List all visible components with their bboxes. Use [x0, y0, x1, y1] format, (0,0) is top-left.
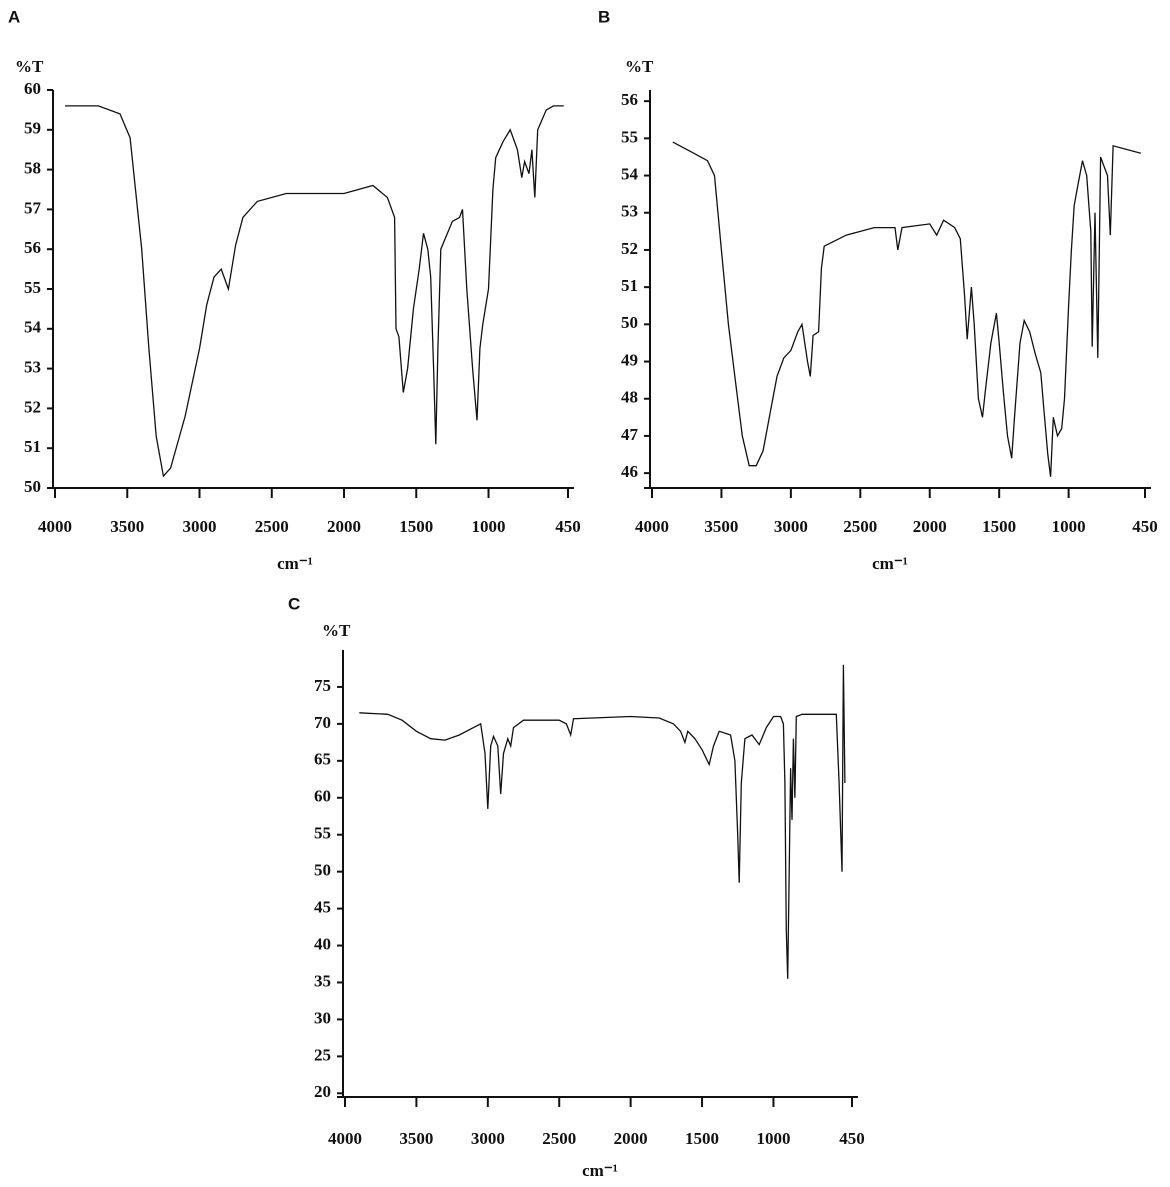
x-tick-label: 2500: [843, 517, 877, 536]
y-tick-label: 60: [314, 787, 331, 806]
x-tick-label: 2000: [327, 517, 361, 536]
x-axis-label: cm⁻¹: [872, 554, 908, 573]
y-tick-label: 50: [314, 861, 331, 880]
y-tick-label: 35: [314, 971, 331, 990]
x-tick-label: 3500: [110, 517, 144, 536]
x-tick-label: 1000: [1052, 517, 1086, 536]
panel-label: A: [8, 7, 20, 26]
x-tick-label: 2500: [542, 1129, 576, 1148]
x-tick-label: 4000: [328, 1129, 362, 1148]
spectrum-line: [672, 141, 1141, 477]
y-tick-label: 47: [621, 425, 639, 444]
y-axis-label: %T: [15, 57, 44, 76]
y-tick-label: 53: [24, 358, 41, 377]
x-tick-label: 2500: [255, 517, 289, 536]
x-tick-label: 2000: [913, 517, 947, 536]
y-tick-label: 50: [621, 313, 638, 332]
y-tick-label: 60: [24, 79, 41, 98]
y-tick-label: 45: [314, 898, 331, 917]
y-tick-label: 20: [314, 1082, 331, 1101]
panel-label: B: [598, 7, 610, 26]
x-tick-label: 1500: [982, 517, 1016, 536]
y-tick-label: 70: [314, 713, 331, 732]
x-tick-label: 450: [839, 1129, 865, 1148]
x-axis-label: cm⁻¹: [582, 1161, 618, 1180]
y-tick-label: 58: [24, 159, 41, 178]
x-tick-label: 3000: [774, 517, 808, 536]
y-tick-label: 48: [621, 388, 638, 407]
y-tick-label: 40: [314, 934, 331, 953]
spectrum-line: [359, 664, 846, 979]
y-tick-label: 49: [621, 350, 638, 369]
y-tick-label: 50: [24, 477, 41, 496]
x-tick-label: 1500: [685, 1129, 719, 1148]
y-tick-label: 56: [621, 90, 638, 109]
y-axis-label: %T: [322, 621, 351, 640]
x-tick-label: 3500: [399, 1129, 433, 1148]
y-tick-label: 51: [24, 437, 41, 456]
y-tick-label: 57: [24, 198, 42, 217]
x-tick-label: 3500: [704, 517, 738, 536]
x-tick-label: 3000: [183, 517, 217, 536]
y-tick-label: 55: [314, 824, 331, 843]
y-tick-label: 53: [621, 202, 638, 221]
x-tick-label: 3000: [471, 1129, 505, 1148]
y-axis-label: %T: [625, 57, 654, 76]
y-tick-label: 55: [621, 127, 638, 146]
x-axis-label: cm⁻¹: [277, 554, 313, 573]
x-tick-label: 450: [555, 517, 581, 536]
y-tick-label: 54: [621, 164, 639, 183]
y-tick-label: 55: [24, 278, 41, 297]
y-tick-label: 59: [24, 119, 41, 138]
y-tick-label: 52: [621, 239, 638, 258]
y-tick-label: 56: [24, 238, 41, 257]
y-tick-label: 54: [24, 318, 42, 337]
y-tick-label: 52: [24, 397, 41, 416]
y-tick-label: 51: [621, 276, 638, 295]
y-tick-label: 75: [314, 676, 331, 695]
x-tick-label: 4000: [38, 517, 72, 536]
x-tick-label: 1500: [399, 517, 433, 536]
x-tick-label: 4000: [635, 517, 669, 536]
spectrum-line: [65, 105, 564, 478]
x-tick-label: 1000: [472, 517, 506, 536]
x-tick-label: 1000: [756, 1129, 790, 1148]
y-tick-label: 46: [621, 462, 638, 481]
y-tick-label: 65: [314, 750, 331, 769]
x-tick-label: 2000: [614, 1129, 648, 1148]
y-tick-label: 30: [314, 1008, 331, 1027]
panel-label: C: [288, 594, 300, 613]
x-tick-label: 450: [1132, 517, 1158, 536]
y-tick-label: 25: [314, 1045, 331, 1064]
